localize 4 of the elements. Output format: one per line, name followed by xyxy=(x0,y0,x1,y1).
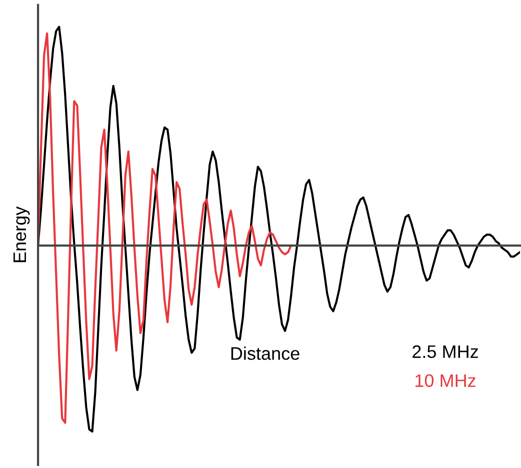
x-axis-title: Distance xyxy=(231,346,300,360)
text: 10 MHz xyxy=(416,374,476,388)
text: 2.5 MHz xyxy=(412,345,478,358)
y-axis-title: Energy xyxy=(14,206,30,262)
